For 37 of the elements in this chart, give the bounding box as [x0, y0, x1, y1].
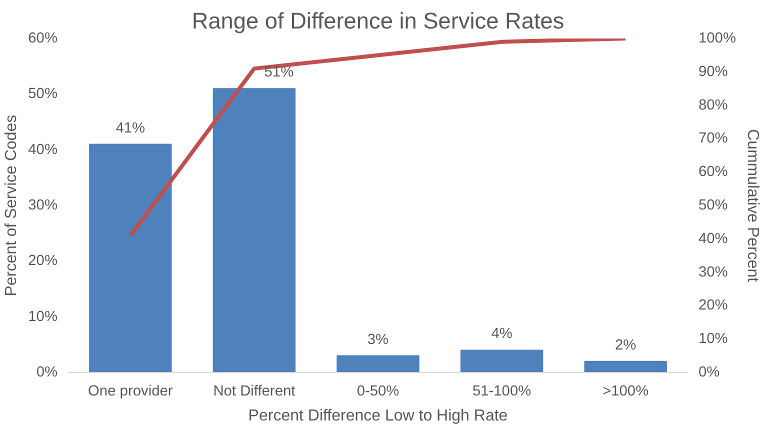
- data-label: 51%: [264, 64, 294, 81]
- y-tick-label: 30%: [28, 198, 58, 214]
- data-label: 2%: [615, 337, 636, 354]
- y2-tick-label: 70%: [698, 130, 728, 147]
- y-tick-label: 50%: [28, 86, 58, 102]
- y2-tick-label: 40%: [698, 230, 728, 247]
- y2-axis-title: Cummulative Percent: [744, 129, 761, 283]
- bar: [89, 144, 172, 372]
- y-tick-label: 40%: [28, 142, 58, 158]
- y-axis-title: Percent of Service Codes: [3, 114, 20, 296]
- data-label: 4%: [491, 326, 512, 342]
- y2-tick-label: 50%: [698, 198, 728, 214]
- x-tick-label: 0-50%: [356, 384, 400, 400]
- x-tick-label: >100%: [602, 384, 649, 400]
- y2-tick-label: 30%: [698, 264, 728, 280]
- y2-tick-label: 60%: [698, 164, 728, 180]
- x-tick-label: 51-100%: [472, 384, 532, 400]
- y-tick-label: 10%: [28, 308, 58, 325]
- y2-tick-label: 90%: [698, 64, 728, 80]
- y2-tick-label: 20%: [698, 298, 728, 314]
- y-tick-label: 20%: [28, 253, 58, 270]
- y2-tick-label: 100%: [698, 30, 736, 46]
- x-tick-label: One provider: [88, 384, 173, 400]
- bar: [212, 88, 296, 372]
- bar: [584, 360, 667, 372]
- data-label: 3%: [367, 332, 389, 348]
- y2-tick-label: 10%: [698, 331, 728, 348]
- data-label: 41%: [116, 120, 146, 136]
- chart-title: Range of Difference in Service Rates: [192, 8, 564, 34]
- y-tick-label: 0%: [36, 364, 58, 380]
- x-tick-label: Not Different: [213, 384, 296, 400]
- x-axis-title: Percent Difference Low to High Rate: [248, 408, 508, 424]
- y2-tick-label: 80%: [698, 97, 728, 114]
- y2-tick-label: 0%: [698, 364, 720, 380]
- bar: [460, 350, 544, 372]
- y-tick-label: 60%: [28, 30, 58, 46]
- bar: [336, 355, 420, 372]
